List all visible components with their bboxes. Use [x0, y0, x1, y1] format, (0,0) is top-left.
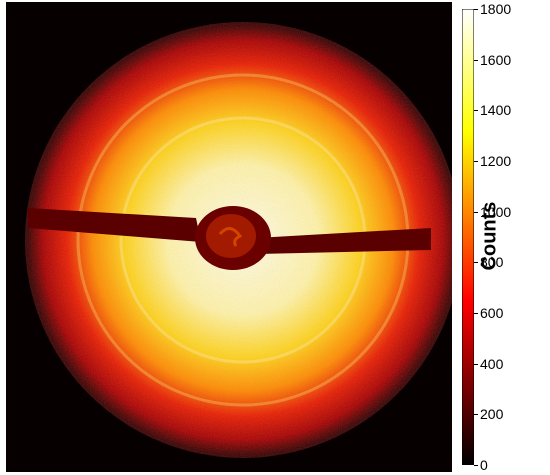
colorbar-tick-label: 600 — [480, 305, 504, 321]
diffraction-image — [6, 2, 452, 472]
colorbar-tick-label: 1400 — [480, 102, 512, 119]
colorbar-tick-label: 800 — [480, 254, 504, 271]
colorbar-tick-label: 1800 — [480, 1, 512, 17]
beamstop-arm-right — [256, 228, 431, 254]
colorbar-tick-mark — [474, 262, 478, 264]
colorbar-tick-mark — [474, 465, 478, 466]
colorbar-tick-mark — [474, 414, 478, 416]
colorbar-tick-mark — [474, 9, 478, 10]
colorbar — [462, 9, 474, 465]
colorbar-tick-mark — [474, 59, 478, 61]
beamstop-arm-left — [28, 208, 201, 242]
colorbar-tick-label: 200 — [480, 406, 504, 423]
colorbar-label-text: Counts — [478, 201, 501, 271]
colorbar-tick-label: 1600 — [480, 51, 512, 68]
colorbar-tick-mark — [474, 363, 478, 365]
colorbar-tick-mark — [474, 161, 478, 162]
beamstop-feature — [218, 227, 243, 247]
colorbar-tick-mark — [474, 211, 478, 213]
beamstop-core — [206, 214, 256, 258]
colorbar-tick-label: 1200 — [480, 153, 512, 169]
colorbar-tick-label: 0 — [480, 457, 488, 473]
colorbar-tick-label: 400 — [480, 355, 504, 372]
colorbar-tick-mark — [474, 110, 478, 112]
colorbar-tick-mark — [474, 313, 478, 314]
colorbar-tick-label: 1000 — [480, 203, 512, 220]
